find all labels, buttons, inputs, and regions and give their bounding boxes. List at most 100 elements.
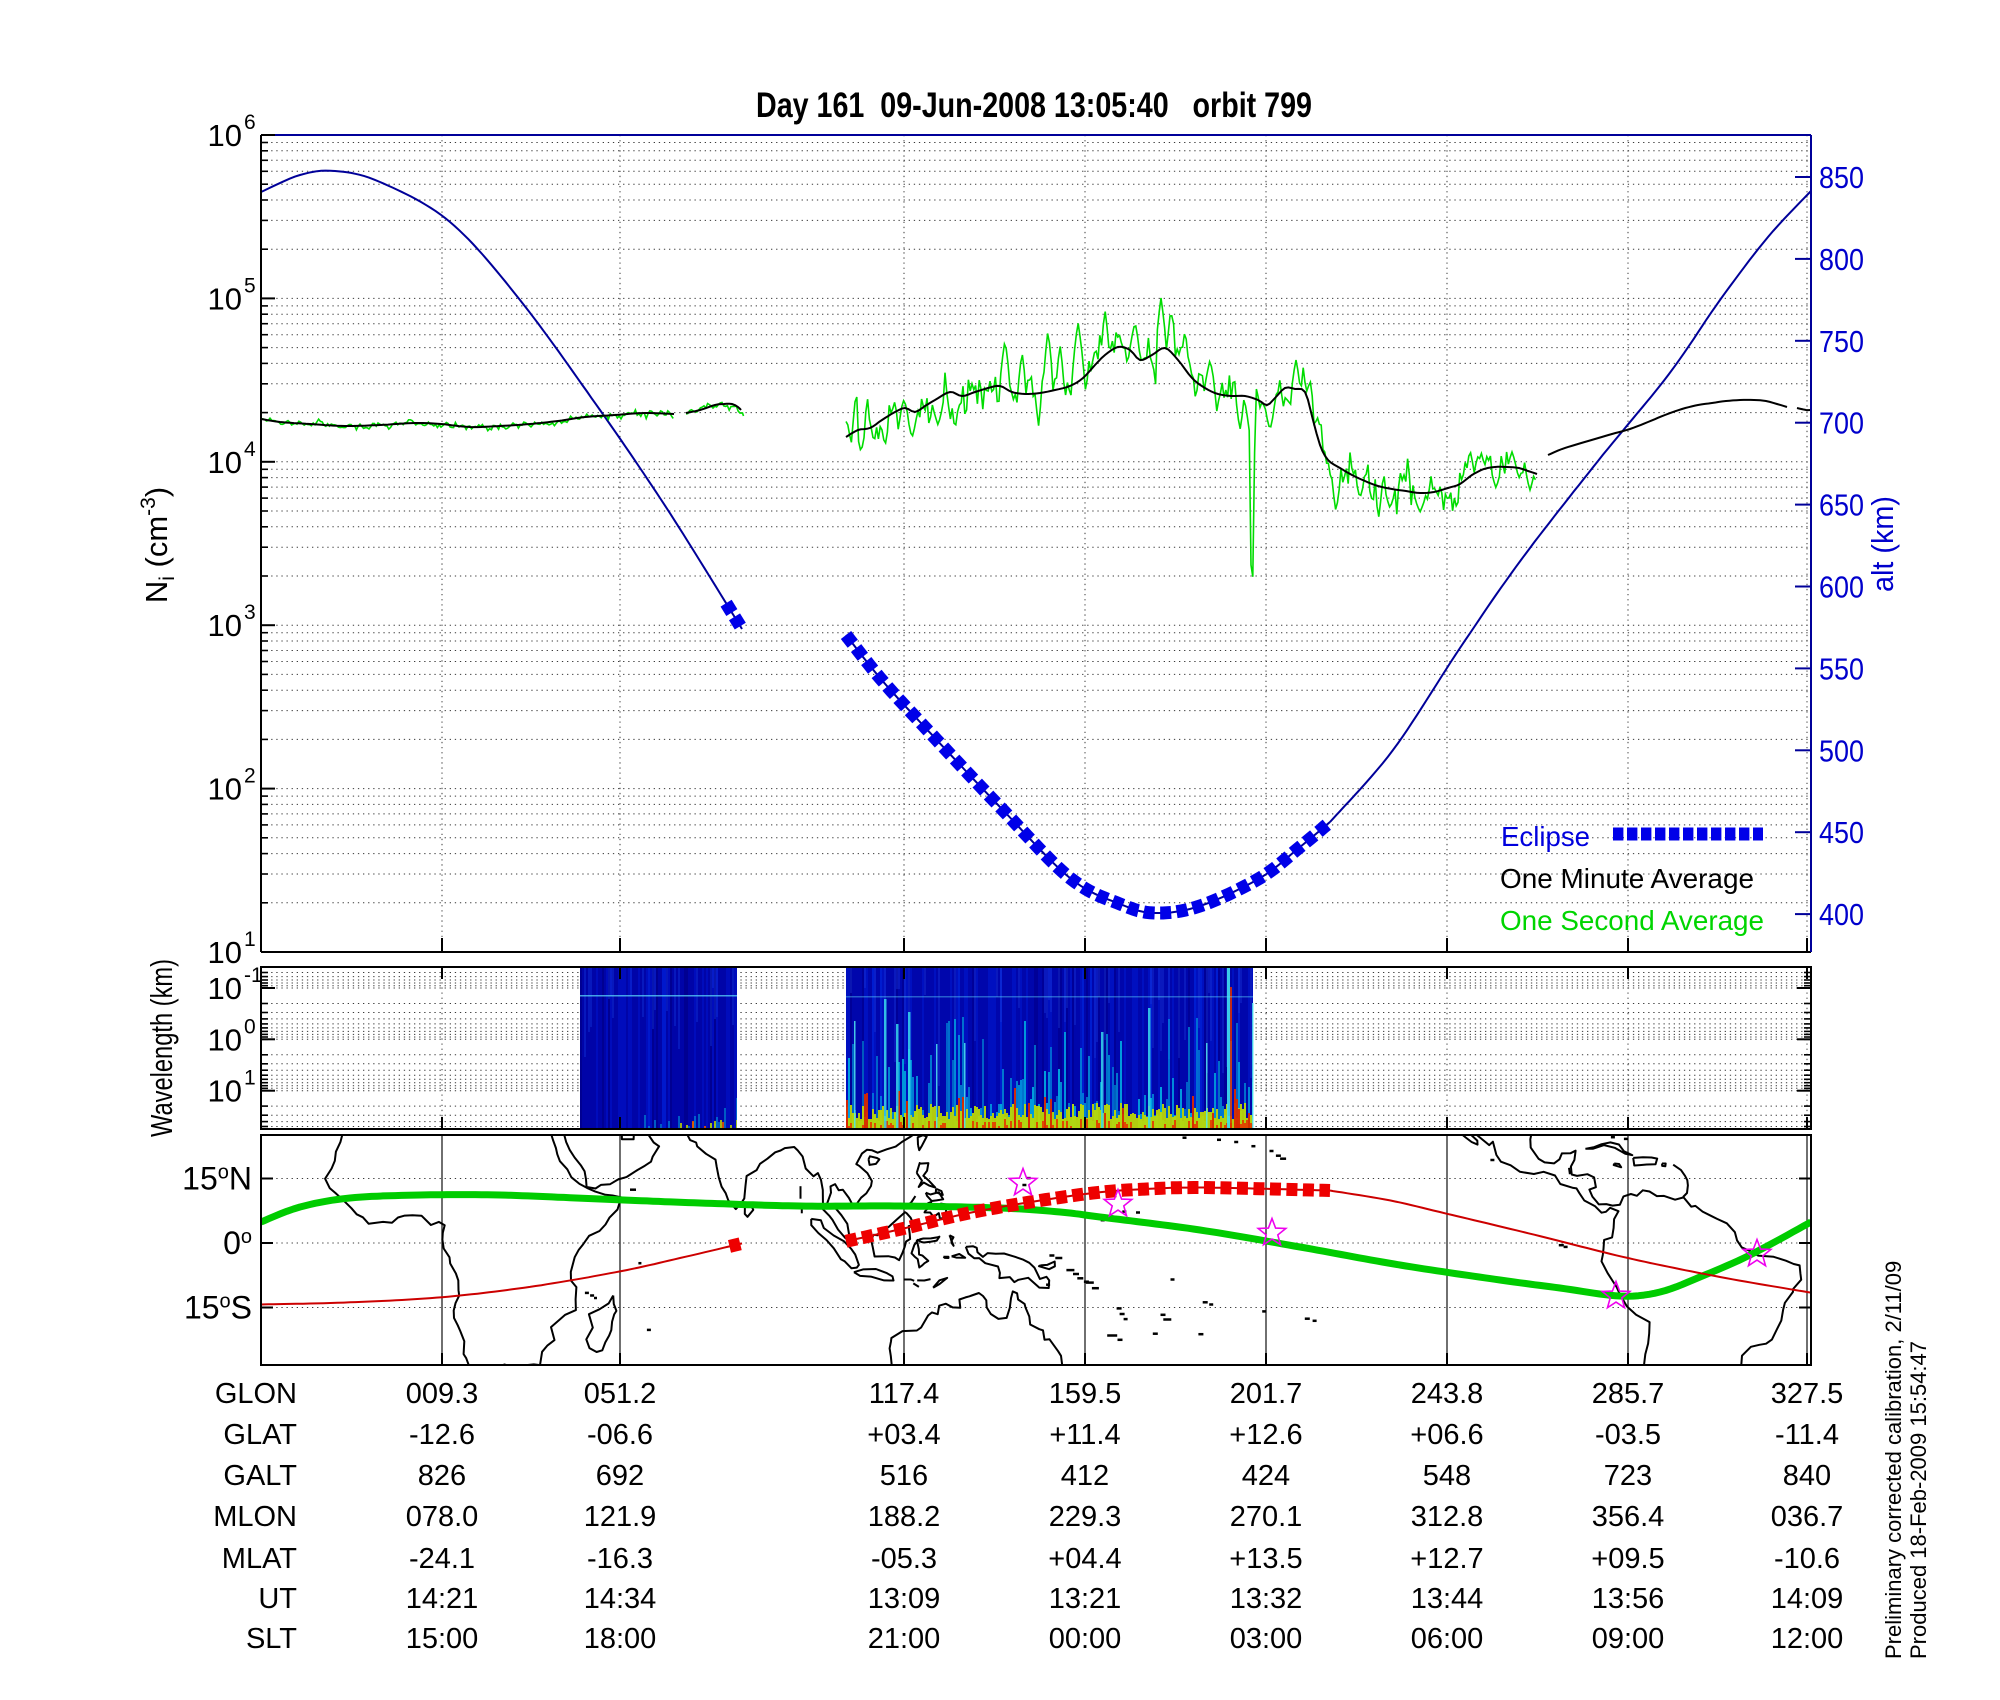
svg-text:One Minute Average: One Minute Average — [1500, 863, 1754, 894]
svg-text:alt (km): alt (km) — [1865, 496, 1900, 592]
svg-text:09:00: 09:00 — [1592, 1623, 1665, 1655]
svg-text:550: 550 — [1819, 651, 1864, 686]
svg-text:078.0: 078.0 — [406, 1501, 479, 1533]
svg-text:327.5: 327.5 — [1771, 1378, 1844, 1410]
svg-text:10: 10 — [208, 1022, 242, 1057]
svg-text:800: 800 — [1819, 242, 1864, 277]
svg-text:10: 10 — [208, 772, 242, 807]
svg-text:+12.7: +12.7 — [1410, 1543, 1483, 1575]
svg-text:14:21: 14:21 — [406, 1583, 479, 1615]
svg-text:117.4: 117.4 — [869, 1378, 939, 1410]
svg-text:14:09: 14:09 — [1771, 1583, 1844, 1615]
svg-text:850: 850 — [1819, 160, 1864, 195]
svg-text:10: 10 — [208, 1074, 242, 1109]
svg-text:13:44: 13:44 — [1411, 1583, 1484, 1615]
svg-text:285.7: 285.7 — [1592, 1378, 1665, 1410]
svg-text:356.4: 356.4 — [1592, 1501, 1665, 1533]
svg-text:15oS: 15oS — [184, 1290, 252, 1326]
svg-text:18:00: 18:00 — [584, 1623, 657, 1655]
svg-text:-24.1: -24.1 — [409, 1543, 475, 1575]
svg-text:121.9: 121.9 — [584, 1501, 657, 1533]
svg-text:UT: UT — [258, 1583, 297, 1615]
svg-text:MLON: MLON — [213, 1501, 297, 1533]
svg-text:1: 1 — [244, 1067, 256, 1090]
svg-text:036.7: 036.7 — [1771, 1501, 1844, 1533]
svg-text:6: 6 — [244, 111, 256, 134]
svg-text:650: 650 — [1819, 488, 1864, 523]
svg-text:10: 10 — [208, 608, 242, 643]
svg-text:-06.6: -06.6 — [587, 1419, 653, 1451]
svg-text:723: 723 — [1604, 1460, 1652, 1492]
svg-text:Preliminary corrected calibrat: Preliminary corrected calibration, 2/11/… — [1881, 1261, 1906, 1659]
svg-text:10: 10 — [208, 118, 242, 153]
svg-text:312.8: 312.8 — [1411, 1501, 1484, 1533]
svg-text:SLT: SLT — [246, 1623, 297, 1655]
svg-text:009.3: 009.3 — [406, 1378, 479, 1410]
svg-text:-03.5: -03.5 — [1595, 1419, 1661, 1451]
svg-text:+12.6: +12.6 — [1229, 1419, 1302, 1451]
svg-text:412: 412 — [1061, 1460, 1109, 1492]
svg-text:-16.3: -16.3 — [587, 1543, 653, 1575]
svg-text:229.3: 229.3 — [1049, 1501, 1122, 1533]
svg-text:10: 10 — [208, 935, 242, 970]
svg-text:243.8: 243.8 — [1411, 1378, 1484, 1410]
svg-text:5: 5 — [244, 274, 256, 297]
svg-text:10: 10 — [208, 445, 242, 480]
svg-text:-11.4: -11.4 — [1775, 1419, 1839, 1451]
svg-text:+03.4: +03.4 — [867, 1419, 940, 1451]
svg-text:+11.4: +11.4 — [1049, 1419, 1120, 1451]
svg-text:GALT: GALT — [223, 1460, 297, 1492]
svg-text:+04.4: +04.4 — [1048, 1543, 1121, 1575]
svg-text:700: 700 — [1819, 406, 1864, 441]
svg-text:1: 1 — [244, 928, 256, 951]
svg-text:13:09: 13:09 — [868, 1583, 941, 1615]
svg-text:Produced 18-Feb-2009 15:54:47: Produced 18-Feb-2009 15:54:47 — [1906, 1341, 1931, 1659]
svg-text:12:00: 12:00 — [1771, 1623, 1844, 1655]
svg-text:GLAT: GLAT — [223, 1419, 297, 1451]
svg-text:159.5: 159.5 — [1049, 1378, 1122, 1410]
svg-text:4: 4 — [244, 438, 256, 461]
svg-text:13:21: 13:21 — [1049, 1583, 1122, 1615]
svg-text:548: 548 — [1423, 1460, 1471, 1492]
svg-text:15:00: 15:00 — [406, 1623, 479, 1655]
svg-text:-05.3: -05.3 — [871, 1543, 937, 1575]
svg-text:Day 161 09-Jun-2008 13:05:40: Day 161 09-Jun-2008 13:05:40 orbit 799 — [756, 86, 1312, 125]
svg-text:516: 516 — [880, 1460, 928, 1492]
svg-text:-12.6: -12.6 — [409, 1419, 475, 1451]
svg-text:500: 500 — [1819, 733, 1864, 768]
svg-text:MLAT: MLAT — [222, 1543, 297, 1575]
svg-text:00:00: 00:00 — [1049, 1623, 1122, 1655]
svg-text:450: 450 — [1819, 815, 1864, 850]
svg-text:750: 750 — [1819, 324, 1864, 359]
svg-text:-1: -1 — [244, 964, 263, 987]
svg-text:692: 692 — [596, 1460, 644, 1492]
svg-text:+13.5: +13.5 — [1229, 1543, 1302, 1575]
svg-text:+09.5: +09.5 — [1591, 1543, 1664, 1575]
svg-text:03:00: 03:00 — [1230, 1623, 1303, 1655]
svg-text:270.1: 270.1 — [1230, 1501, 1303, 1533]
svg-text:One Second Average: One Second Average — [1500, 905, 1764, 936]
svg-text:2: 2 — [244, 765, 256, 788]
svg-text:188.2: 188.2 — [868, 1501, 941, 1533]
svg-text:051.2: 051.2 — [584, 1378, 657, 1410]
svg-text:840: 840 — [1783, 1460, 1831, 1492]
svg-text:600: 600 — [1819, 570, 1864, 605]
svg-text:13:32: 13:32 — [1230, 1583, 1303, 1615]
svg-text:Wavelength (km): Wavelength (km) — [144, 959, 179, 1137]
svg-text:Eclipse: Eclipse — [1501, 821, 1590, 852]
svg-text:3: 3 — [244, 601, 256, 624]
svg-text:06:00: 06:00 — [1411, 1623, 1484, 1655]
svg-text:826: 826 — [418, 1460, 466, 1492]
svg-text:14:34: 14:34 — [584, 1583, 657, 1615]
svg-text:GLON: GLON — [215, 1378, 297, 1410]
svg-text:15oN: 15oN — [182, 1161, 252, 1197]
svg-text:-10.6: -10.6 — [1774, 1543, 1840, 1575]
svg-text:400: 400 — [1819, 897, 1864, 932]
svg-text:10: 10 — [208, 281, 242, 316]
svg-text:13:56: 13:56 — [1592, 1583, 1665, 1615]
svg-text:424: 424 — [1242, 1460, 1290, 1492]
svg-text:21:00: 21:00 — [868, 1623, 941, 1655]
svg-text:10: 10 — [208, 971, 242, 1006]
svg-text:0: 0 — [244, 1015, 256, 1038]
svg-text:+06.6: +06.6 — [1410, 1419, 1483, 1451]
